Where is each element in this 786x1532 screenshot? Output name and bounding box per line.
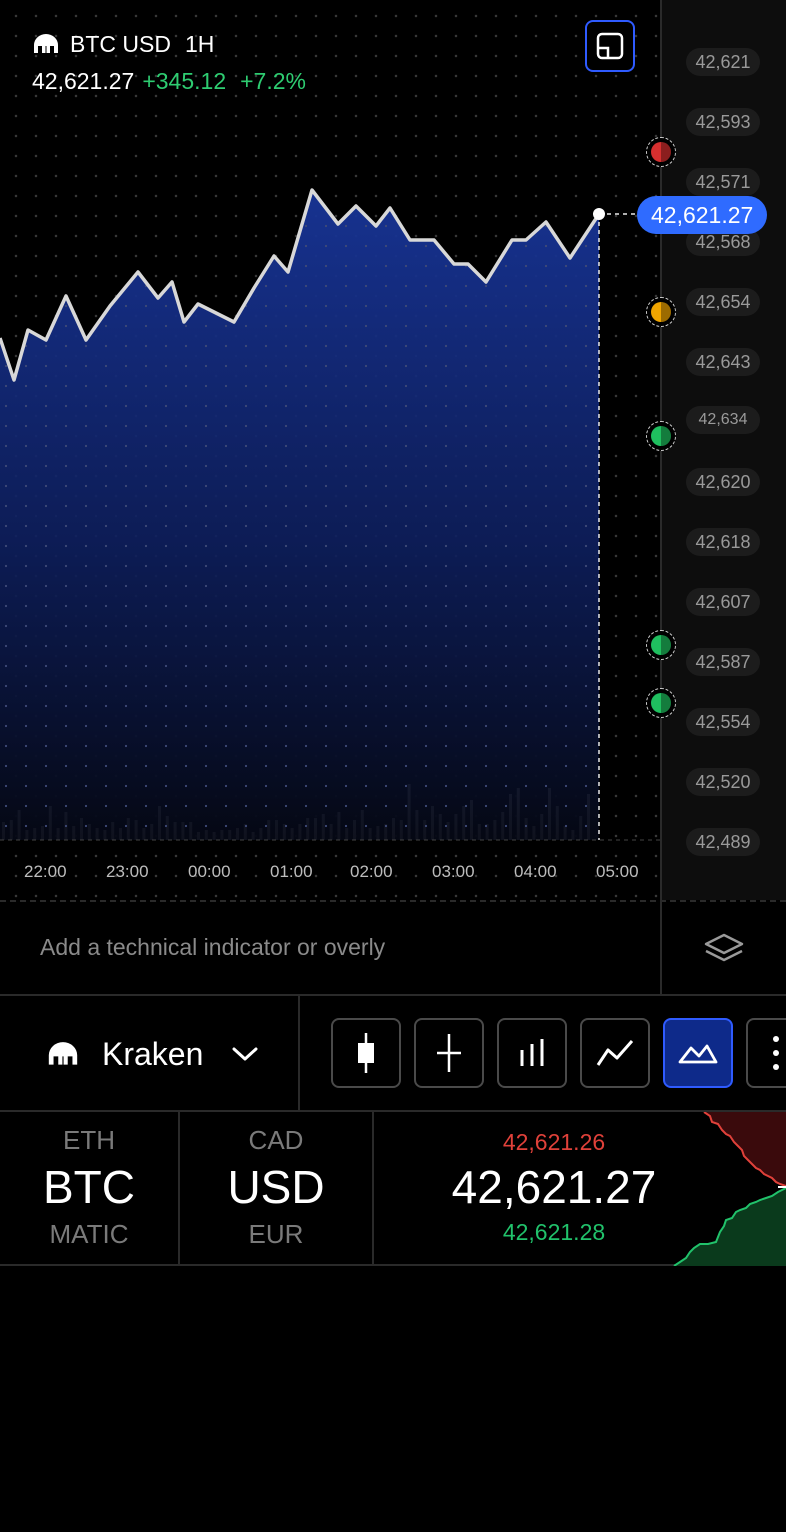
chart-type-candlestick-button[interactable]	[331, 1018, 401, 1088]
chart-type-ohlc-button[interactable]	[414, 1018, 484, 1088]
indicator-row: Add a technical indicator or overly	[0, 900, 786, 996]
time-label: 03:00	[432, 862, 475, 881]
price-axis-label: 42,489	[686, 828, 760, 856]
price-axis-label: 42,593	[686, 108, 760, 136]
price-change-percent: +7.2%	[240, 68, 306, 94]
quote-current: USD	[227, 1161, 325, 1213]
ticker-panel: ETH BTC MATIC CAD USD EUR 42,621.26 42,6…	[0, 1112, 786, 1266]
order-marker-sell-icon[interactable]	[646, 137, 676, 167]
price-area-dots	[0, 190, 599, 840]
price-axis-label: 42,618	[686, 528, 760, 556]
price-axis-label: 42,621	[686, 48, 760, 76]
chart-area[interactable]: BTC USD 1H 42,621.27 +345.12 +7.2% 22:00…	[0, 0, 660, 900]
layers-icon	[704, 933, 744, 962]
marker-dot	[651, 426, 671, 446]
price-axis-label: 42,634	[686, 406, 760, 434]
price-axis-label: 42,587	[686, 648, 760, 676]
kraken-logo-icon	[34, 34, 58, 53]
pair-label: BTC USD	[70, 30, 171, 57]
depth-bid-area	[674, 1188, 786, 1266]
order-marker-buy-icon[interactable]	[646, 688, 676, 718]
time-label: 05:00	[596, 862, 639, 881]
depth-mini-chart	[673, 1112, 786, 1266]
quote-next: EUR	[248, 1219, 304, 1249]
price-axis[interactable]: 42,621 42,593 42,571 42,568 42,654 42,64…	[660, 0, 786, 900]
base-currency-picker[interactable]: ETH BTC MATIC	[0, 1112, 180, 1266]
interval-label[interactable]: 1H	[184, 30, 215, 57]
order-marker-pending-icon[interactable]	[646, 297, 676, 327]
chart-toolbar: Kraken	[0, 996, 786, 1112]
layout-icon	[596, 32, 624, 60]
time-label: 23:00	[106, 862, 149, 881]
depth-ask-line	[703, 1112, 786, 1187]
exchange-select[interactable]: Kraken	[0, 996, 300, 1112]
chevron-down-icon	[232, 1047, 258, 1061]
chart-type-area-button[interactable]	[663, 1018, 733, 1088]
chart-layout-button[interactable]	[585, 20, 635, 72]
bid-price: 42,621.28	[502, 1219, 606, 1245]
base-prev: ETH	[63, 1125, 115, 1155]
price-axis-label: 42,620	[686, 468, 760, 496]
line-chart-icon	[596, 1040, 634, 1066]
chart-type-more-button[interactable]	[746, 1018, 786, 1088]
base-current: BTC	[43, 1161, 135, 1213]
current-price-bubble: 42,621.27	[637, 196, 768, 234]
depth-ask-area	[704, 1112, 786, 1186]
price-axis-label: 42,643	[686, 348, 760, 376]
time-label: 02:00	[350, 862, 393, 881]
kraken-logo-icon	[48, 1042, 78, 1065]
marker-dot	[651, 142, 671, 162]
mid-price: 42,621.27	[451, 1161, 657, 1213]
area-chart-icon	[678, 1044, 718, 1064]
exchange-name: Kraken	[102, 1035, 204, 1072]
chart-type-bars-button[interactable]	[497, 1018, 567, 1088]
candlestick-icon	[358, 1033, 374, 1073]
price-axis-label: 42,607	[686, 588, 760, 616]
order-marker-buy-icon[interactable]	[646, 630, 676, 660]
indicator-input[interactable]: Add a technical indicator or overly	[40, 934, 386, 960]
price-axis-label: 42,520	[686, 768, 760, 796]
time-label: 22:00	[24, 862, 67, 881]
marker-dot	[651, 693, 671, 713]
time-label: 00:00	[188, 862, 231, 881]
price-change: +345.12	[142, 68, 227, 94]
order-marker-buy-icon[interactable]	[646, 421, 676, 451]
depth-bid-line	[673, 1187, 786, 1266]
marker-dot	[651, 302, 671, 322]
price-row: 42,621.27 +345.12 +7.2%	[32, 68, 306, 95]
bars-icon	[520, 1039, 544, 1066]
ohlc-icon	[437, 1034, 461, 1072]
layers-button[interactable]	[660, 902, 786, 996]
ask-price: 42,621.26	[502, 1129, 606, 1155]
quote-currency-picker[interactable]: CAD USD EUR	[180, 1112, 374, 1266]
chart-type-line-button[interactable]	[580, 1018, 650, 1088]
base-next: MATIC	[49, 1219, 129, 1249]
price-axis-label: 42,554	[686, 708, 760, 736]
time-label: 01:00	[270, 862, 313, 881]
time-label: 04:00	[514, 862, 557, 881]
quote-prev: CAD	[248, 1125, 304, 1155]
chart-header: BTC USD 1H 42,621.27 +345.12 +7.2%	[32, 30, 306, 95]
more-icon	[773, 1036, 779, 1070]
symbol-row[interactable]: BTC USD 1H	[32, 30, 306, 58]
price-chart[interactable]	[0, 0, 660, 900]
last-price: 42,621.27	[32, 68, 135, 94]
price-axis-label: 42,571	[686, 168, 760, 196]
price-line	[0, 188, 601, 382]
spread-prices: 42,621.26 42,621.27 42,621.28	[374, 1112, 734, 1266]
current-price-dot	[593, 208, 605, 220]
marker-dot	[651, 635, 671, 655]
price-axis-label: 42,654	[686, 288, 760, 316]
